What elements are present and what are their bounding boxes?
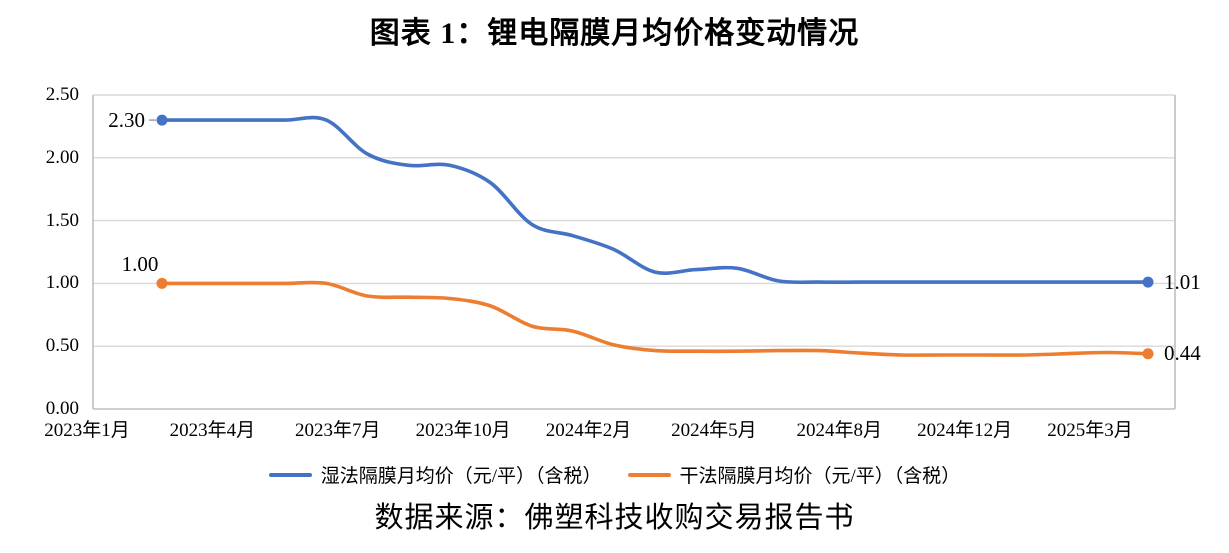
x-tick-label: 2023年10月 (415, 420, 511, 441)
chart-title: 图表 1：锂电隔膜月均价格变动情况 (369, 17, 860, 50)
x-tick-label: 2023年1月 (44, 420, 130, 441)
x-tick-label: 2023年4月 (169, 420, 256, 441)
series-line-dry (160, 280, 1150, 357)
legend-line-icon-wet (268, 472, 312, 477)
x-tick-label: 2023年7月 (294, 420, 381, 441)
y-tick-label: 2.00 (45, 146, 79, 168)
x-tick-label: 2024年12月 (917, 420, 1013, 441)
x-tick-label: 2024年2月 (545, 420, 632, 441)
data-label-wet-end: 1.01 (1164, 270, 1201, 294)
legend-label-wet: 湿法隔膜月均价（元/平）（含税） (320, 466, 602, 487)
marker-wet-end (1142, 276, 1154, 288)
legend-line-icon-dry (627, 472, 671, 477)
y-tick-label: 0.50 (45, 335, 79, 357)
data-label-wet-start: 2.30 (108, 108, 145, 132)
data-label-dry-start: 1.00 (121, 252, 159, 276)
y-tick-label: 0.00 (45, 398, 79, 419)
y-tick-label: 1.00 (45, 272, 79, 294)
marker-dry-end (1142, 348, 1154, 360)
chart-legend: 湿法隔膜月均价（元/平）（含税） 干法隔膜月均价（元/平）（含税） (0, 461, 1229, 488)
legend-item-wet: 湿法隔膜月均价（元/平）（含税） (268, 461, 602, 488)
y-tick-label: 2.50 (45, 84, 79, 105)
x-tick-label: 2024年8月 (796, 420, 882, 441)
y-tick-label: 1.50 (45, 209, 79, 231)
source-note: 数据来源：佛塑科技收购交易报告书 (374, 502, 855, 534)
data-label-dry-end: 0.44 (1164, 341, 1201, 365)
legend-item-dry: 干法隔膜月均价（元/平）（含税） (627, 461, 961, 488)
series-line-wet (160, 115, 1150, 285)
marker-dry-start (156, 277, 168, 289)
x-tick-label: 2025年3月 (1047, 420, 1133, 441)
legend-label-dry: 干法隔膜月均价（元/平）（含税） (679, 466, 961, 487)
x-tick-label: 2024年5月 (671, 420, 757, 441)
marker-wet-start (156, 114, 168, 126)
